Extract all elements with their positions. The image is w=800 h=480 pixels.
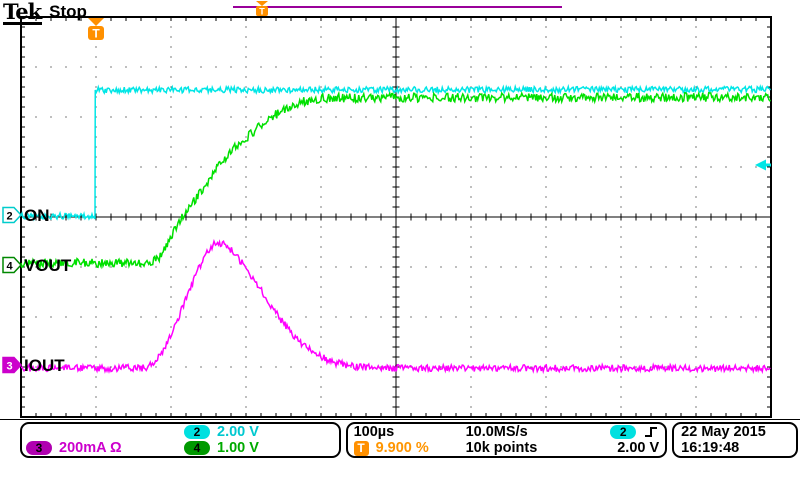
channel-readout-box[interactable]: 2 2.00 V 3 200mA Ω 4 1.00 V bbox=[20, 422, 341, 458]
channel-marker-ch2[interactable]: 2 bbox=[2, 206, 23, 224]
waveform-traces bbox=[21, 83, 771, 375]
horizontal-trigger-box[interactable]: 100µs 10.0MS/s 2 T 9.900 % 10k points 2.… bbox=[345, 422, 668, 458]
ch2-scale-readout[interactable]: 2 2.00 V bbox=[184, 424, 335, 440]
rising-edge-icon bbox=[645, 427, 658, 437]
time-readout: 16:19:48 bbox=[681, 440, 740, 456]
trace-on bbox=[21, 83, 771, 222]
ch3-scale-value: 200mA Ω bbox=[59, 440, 122, 456]
channel-marker-ch3[interactable]: 3 bbox=[2, 356, 23, 374]
svg-text:T: T bbox=[259, 7, 265, 17]
trigger-source-readout[interactable]: 2 bbox=[563, 424, 659, 440]
ch3-scale-readout[interactable]: 3 200mA Ω bbox=[26, 440, 184, 456]
trace-label-on: ON bbox=[24, 206, 50, 225]
timebase-readout: 100µs bbox=[353, 424, 395, 440]
tek-logo: Tek bbox=[3, 0, 42, 25]
trigger-level-arrow[interactable] bbox=[755, 159, 771, 171]
trigger-position-readout[interactable]: T 9.900 % bbox=[353, 440, 466, 456]
record-length-readout: 10k points bbox=[465, 440, 538, 456]
ch4-scale-readout[interactable]: 4 1.00 V bbox=[184, 440, 335, 456]
record-view: T bbox=[233, 1, 562, 17]
ch2-badge: 2 bbox=[184, 425, 210, 439]
svg-text:3: 3 bbox=[6, 361, 12, 373]
trace-label-vout: VOUT bbox=[24, 256, 72, 275]
trigger-source-badge: 2 bbox=[610, 425, 637, 439]
ch4-badge: 4 bbox=[184, 441, 210, 455]
trigger-position-marker[interactable]: T bbox=[88, 18, 104, 41]
acquisition-status: Stop bbox=[49, 2, 87, 21]
trigger-t-badge: T bbox=[353, 440, 369, 456]
channel-marker-ch4[interactable]: 4 bbox=[2, 256, 23, 274]
date-readout: 22 May 2015 bbox=[681, 424, 766, 440]
record-view-trigger-icon[interactable]: T bbox=[256, 1, 268, 17]
ch3-badge: 3 bbox=[26, 441, 52, 455]
trigger-level-value: 2.00 V bbox=[617, 440, 660, 456]
readout-bar: 2 2.00 V 3 200mA Ω 4 1.00 V 100µs 10.0MS… bbox=[20, 422, 798, 458]
trace-iout bbox=[21, 238, 771, 375]
svg-text:4: 4 bbox=[6, 261, 13, 273]
trace-vout bbox=[21, 90, 771, 270]
ch4-scale-value: 1.00 V bbox=[217, 440, 259, 456]
sample-rate-readout: 10.0MS/s bbox=[465, 424, 528, 440]
datetime-box: 22 May 2015 16:19:48 bbox=[672, 422, 798, 458]
trace-label-iout: IOUT bbox=[24, 356, 65, 375]
svg-text:2: 2 bbox=[6, 211, 12, 223]
graticule-grid bbox=[20, 16, 772, 418]
status-header: Tek Stop bbox=[3, 1, 87, 25]
trigger-level-readout[interactable]: 2.00 V bbox=[563, 440, 659, 456]
trigger-position-value: 9.900 % bbox=[375, 440, 429, 456]
svg-text:T: T bbox=[92, 27, 100, 41]
ch2-scale-value: 2.00 V bbox=[217, 424, 259, 440]
